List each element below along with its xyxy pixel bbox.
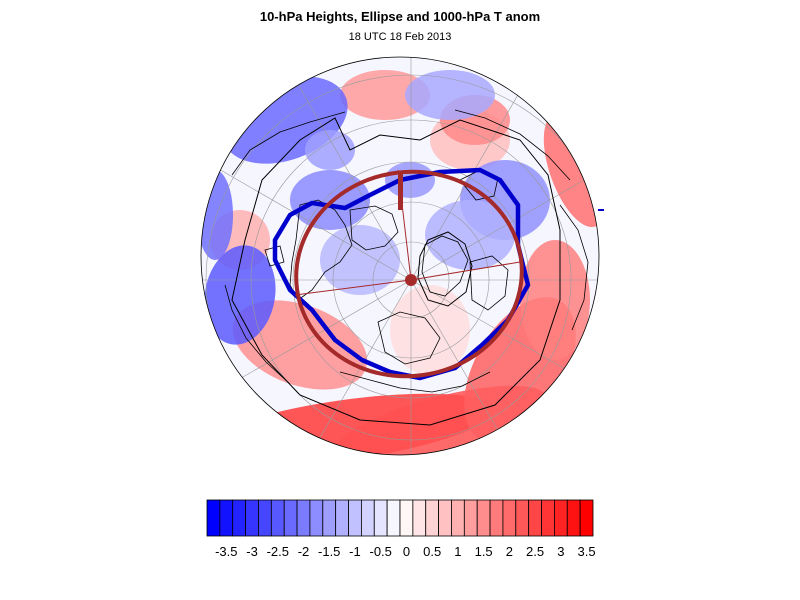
ellipse-center xyxy=(405,274,417,286)
longitude-line xyxy=(410,129,599,281)
colorbar-label: 2.5 xyxy=(526,544,544,559)
colorbar-box xyxy=(245,499,259,537)
longitude-line xyxy=(201,129,412,281)
coastline xyxy=(339,371,491,393)
lat-lon-grid xyxy=(201,57,599,455)
colorbar-box xyxy=(219,499,234,537)
colorbar-box xyxy=(348,499,362,537)
colorbar-box xyxy=(309,499,324,537)
ellipse-marker-bar xyxy=(398,172,403,210)
colorbar-box xyxy=(258,499,272,537)
colorbar-label: -1 xyxy=(349,544,361,559)
anomaly-patch xyxy=(520,240,590,360)
coastline xyxy=(231,111,346,176)
colorbar-box xyxy=(515,499,530,537)
map-boundary xyxy=(200,56,600,456)
colorbar-box xyxy=(425,499,440,537)
anomaly-patch xyxy=(340,70,430,120)
colorbar-label: 3.5 xyxy=(578,544,596,559)
colorbar-label: 1 xyxy=(454,544,461,559)
colorbar-box xyxy=(399,499,414,537)
coastline xyxy=(289,199,353,301)
colorbar-label: 3 xyxy=(557,544,564,559)
coastline xyxy=(377,311,441,365)
colorbar-label: 2 xyxy=(506,544,513,559)
anomaly-patch xyxy=(390,285,470,375)
longitude-line xyxy=(410,279,599,431)
colorbar-box xyxy=(579,499,594,537)
coastline xyxy=(224,284,291,385)
colorbar-boxes xyxy=(206,499,594,537)
colorbar-box xyxy=(476,499,491,537)
longitude-line xyxy=(410,279,562,455)
colorbar-box xyxy=(232,499,247,537)
colorbar-box xyxy=(528,499,542,537)
ellipse-axis-major-west xyxy=(294,279,412,296)
coastlines xyxy=(224,109,589,393)
colorbar-box xyxy=(554,499,568,537)
colorbar-label: -0.5 xyxy=(369,544,391,559)
colorbar-box xyxy=(541,499,555,537)
anomaly-patch xyxy=(320,225,400,295)
height-contour xyxy=(417,231,473,307)
colorbar-box xyxy=(463,499,478,537)
colorbar-box xyxy=(386,499,401,537)
colorbar-box xyxy=(373,499,388,537)
colorbar-box xyxy=(489,499,504,537)
colorbar-box xyxy=(206,499,221,537)
colorbar-label: 0.5 xyxy=(423,544,441,559)
coastline xyxy=(349,205,399,251)
coastline xyxy=(469,255,509,311)
colorbar-label: 0 xyxy=(403,544,410,559)
colorbar-box xyxy=(335,499,349,537)
height-contour xyxy=(231,117,561,426)
colorbar-box xyxy=(412,499,427,537)
colorbar-labels: -3.5 -3 -2.5 -2 -1.5 -1 -0.5 0 0.5 1 1.5 2 2.5 3 3.5 xyxy=(215,544,596,559)
colorbar-box xyxy=(502,499,517,537)
colorbar-box xyxy=(283,499,298,537)
colorbar-label: -2.5 xyxy=(267,544,289,559)
anomaly-patch xyxy=(405,70,495,120)
colorbar-box xyxy=(451,499,465,537)
coastline xyxy=(421,235,469,297)
anomaly-patch xyxy=(425,200,515,270)
longitude-line xyxy=(201,279,412,431)
ellipse-axes xyxy=(294,169,521,296)
anomaly-patch xyxy=(204,245,276,345)
colorbar-label: 1.5 xyxy=(475,544,493,559)
coastline xyxy=(454,109,571,181)
colorbar-box xyxy=(270,499,285,537)
colorbar-label: -2 xyxy=(298,544,310,559)
colorbar-box xyxy=(322,499,337,537)
colorbar-label: -1.5 xyxy=(318,544,340,559)
coastline xyxy=(559,204,589,331)
colorbar-box xyxy=(296,499,311,537)
vortex-ellipse xyxy=(294,169,524,379)
colorbar-box xyxy=(360,499,375,537)
map-title: 10-hPa Heights, Ellipse and 1000-hPa T a… xyxy=(259,9,541,24)
map-subtitle: 18 UTC 18 Feb 2013 xyxy=(348,31,452,43)
colorbar-box xyxy=(438,499,452,537)
colorbar-box xyxy=(566,499,581,537)
anomaly-patch xyxy=(305,130,355,170)
colorbar-label: -3.5 xyxy=(215,544,237,559)
height-contours xyxy=(231,117,561,426)
colorbar-label: -3 xyxy=(246,544,258,559)
ellipse-axis-major-east xyxy=(410,261,521,281)
